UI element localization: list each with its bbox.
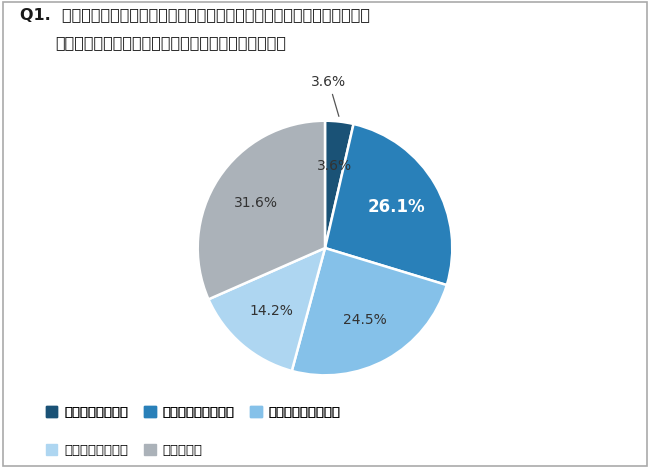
Legend: 非常に期待できる, ある程度期待できる, あまり期待できない: 非常に期待できる, ある程度期待できる, あまり期待できない — [46, 406, 341, 419]
Wedge shape — [292, 248, 447, 375]
Text: 民間企業の導入は、効果が期待できると思いますか。: 民間企業の導入は、効果が期待できると思いますか。 — [55, 35, 286, 50]
Wedge shape — [325, 124, 452, 285]
Text: 26.1%: 26.1% — [368, 197, 426, 216]
Text: Q1.  あなたは、地元の活性化のきっかけとして、「ワーケーション」制度の: Q1. あなたは、地元の活性化のきっかけとして、「ワーケーション」制度の — [20, 7, 369, 22]
Text: 3.6%: 3.6% — [317, 159, 352, 173]
Text: 14.2%: 14.2% — [249, 304, 293, 318]
Text: 31.6%: 31.6% — [234, 196, 278, 210]
Text: 3.6%: 3.6% — [311, 75, 346, 117]
Legend: 全く期待できない, わからない: 全く期待できない, わからない — [46, 444, 202, 457]
Wedge shape — [198, 121, 325, 300]
Wedge shape — [209, 248, 325, 371]
Wedge shape — [325, 121, 354, 248]
Text: 24.5%: 24.5% — [343, 314, 387, 328]
